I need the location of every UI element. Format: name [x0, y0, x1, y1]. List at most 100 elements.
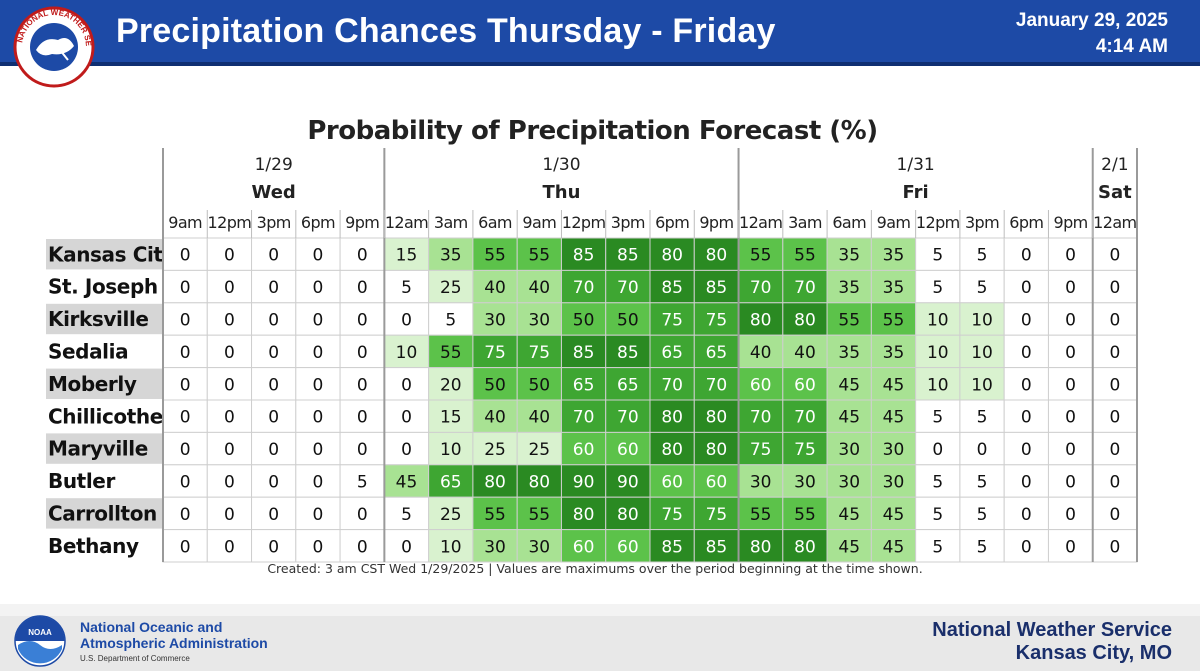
- pop-value: 85: [617, 246, 639, 266]
- pop-value: 70: [794, 408, 816, 428]
- pop-value: 0: [1109, 343, 1120, 363]
- pop-value: 80: [528, 472, 550, 492]
- pop-cell: [915, 302, 961, 336]
- pop-value: 0: [268, 537, 279, 557]
- pop-cell: [295, 431, 341, 466]
- pop-value: 0: [180, 278, 191, 298]
- pop-cell: [826, 269, 872, 304]
- pop-value: 80: [750, 310, 772, 330]
- time-header: 6am: [832, 213, 866, 232]
- pop-value: 70: [573, 408, 595, 428]
- pop-value: 0: [224, 537, 235, 557]
- pop-cell: [251, 496, 297, 531]
- day-name-label: Thu: [542, 182, 580, 203]
- pop-value: 0: [180, 537, 191, 557]
- pop-value: 0: [224, 278, 235, 298]
- pop-cell: [560, 399, 607, 433]
- city-label: St. Joseph: [48, 275, 158, 299]
- pop-value: 45: [838, 505, 860, 525]
- pop-value: 0: [401, 408, 412, 428]
- pop-value: 70: [661, 375, 683, 395]
- pop-cell: [206, 334, 253, 369]
- pop-value: 55: [883, 310, 905, 330]
- pop-cell: [560, 237, 607, 271]
- pop-cell: [826, 237, 872, 271]
- pop-value: 0: [1021, 343, 1032, 363]
- pop-value: 0: [268, 375, 279, 395]
- pop-value: 85: [706, 278, 728, 298]
- pop-value: 35: [838, 343, 860, 363]
- pop-value: 5: [977, 537, 988, 557]
- pop-value: 0: [268, 440, 279, 460]
- pop-cell: [915, 269, 961, 304]
- time-header: 6pm: [1009, 213, 1043, 232]
- noaa-logo-icon: NOAA: [14, 615, 66, 667]
- pop-value: 0: [357, 343, 368, 363]
- pop-value: 30: [883, 472, 905, 492]
- pop-value: 0: [1109, 408, 1120, 428]
- pop-cell: [693, 237, 740, 271]
- pop-cell: [915, 529, 961, 563]
- pop-cell: [295, 367, 341, 401]
- pop-value: 55: [750, 246, 772, 266]
- pop-value: 0: [1021, 472, 1032, 492]
- pop-value: 75: [706, 310, 728, 330]
- pop-value: 30: [750, 472, 772, 492]
- pop-cell: [826, 302, 872, 336]
- pop-cell: [428, 464, 474, 498]
- pop-value: 0: [268, 310, 279, 330]
- pop-cell: [605, 496, 651, 531]
- office-name-line1: National Weather Service: [932, 619, 1172, 641]
- pop-value: 50: [573, 310, 595, 330]
- pop-value: 10: [971, 310, 993, 330]
- pop-cell: [1003, 431, 1049, 466]
- city-label: Kirksville: [48, 307, 149, 331]
- pop-cell: [1092, 334, 1138, 369]
- pop-value: 0: [1065, 408, 1076, 428]
- pop-cell: [826, 334, 872, 369]
- pop-value: 35: [838, 278, 860, 298]
- pop-cell: [472, 237, 518, 271]
- pop-cell: [782, 529, 828, 563]
- pop-value: 70: [750, 278, 772, 298]
- footer-bar: [0, 604, 1200, 671]
- pop-cell: [339, 399, 385, 433]
- pop-value: 85: [617, 343, 639, 363]
- pop-value: 0: [224, 246, 235, 266]
- pop-value: 0: [268, 408, 279, 428]
- pop-value: 20: [440, 375, 462, 395]
- day-date-label: 1/31: [897, 155, 935, 175]
- pop-cell: [959, 302, 1005, 336]
- pop-cell: [472, 399, 518, 433]
- pop-cell: [295, 302, 341, 336]
- pop-cell: [1092, 496, 1138, 531]
- pop-value: 40: [528, 278, 550, 298]
- pop-value: 75: [794, 440, 816, 460]
- pop-value: 70: [573, 278, 595, 298]
- pop-value: 5: [932, 505, 943, 525]
- pop-value: 80: [617, 505, 639, 525]
- pop-value: 85: [661, 278, 683, 298]
- pop-value: 60: [661, 472, 683, 492]
- pop-cell: [605, 269, 651, 304]
- pop-value: 60: [706, 472, 728, 492]
- pop-value: 70: [706, 375, 728, 395]
- pop-value: 0: [1109, 440, 1120, 460]
- pop-cell: [383, 302, 430, 336]
- issue-time: 4:14 AM: [1095, 36, 1168, 57]
- city-label: Moberly: [48, 372, 137, 396]
- pop-cell: [915, 496, 961, 531]
- pop-cell: [251, 237, 297, 271]
- header-banner: NATIONAL WEATHER SERVICE Precipitation C…: [0, 0, 1200, 92]
- pop-cell: [826, 367, 872, 401]
- pop-value: 0: [357, 440, 368, 460]
- pop-value: 15: [396, 246, 418, 266]
- pop-cell: [560, 334, 607, 369]
- time-header: 12am: [739, 213, 782, 232]
- page-title: Precipitation Chances Thursday - Friday: [116, 12, 776, 50]
- pop-value: 0: [1109, 472, 1120, 492]
- pop-cell: [649, 399, 695, 433]
- pop-value: 0: [224, 505, 235, 525]
- pop-value: 30: [484, 310, 506, 330]
- pop-value: 40: [794, 343, 816, 363]
